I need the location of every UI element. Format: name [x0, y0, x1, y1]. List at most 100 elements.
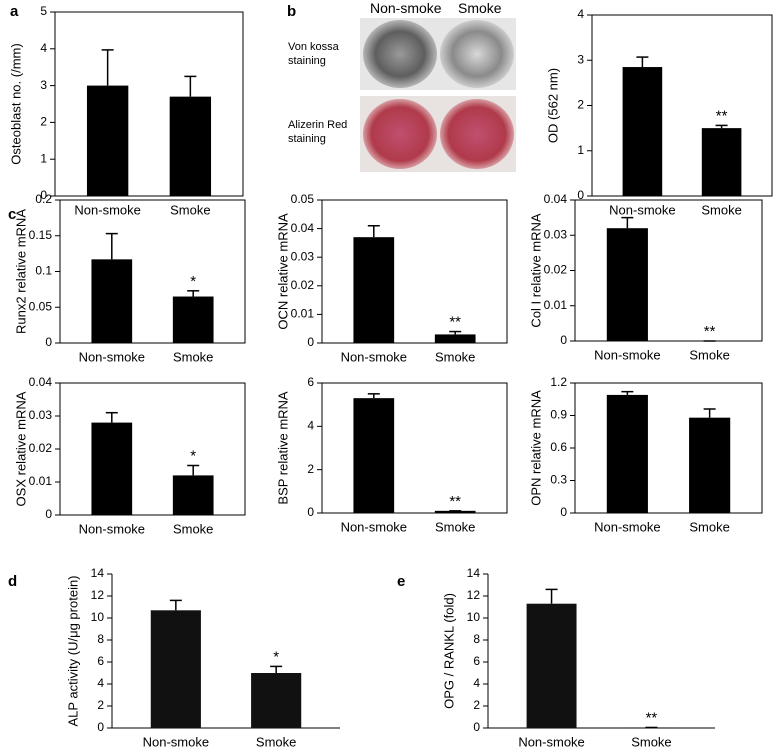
y-tick-label: 0 [45, 507, 52, 521]
plot-frame [591, 14, 773, 197]
panel-label: b [287, 3, 296, 20]
bar [353, 398, 395, 513]
y-tick-label: 3 [577, 52, 584, 66]
plot-frame [321, 382, 508, 514]
photo-row-label: Alizerin Red staining [288, 119, 348, 145]
panel-label: c [8, 206, 16, 223]
x-tick-label: Non-smoke [594, 519, 660, 534]
photo-column-label: Non-smoke [370, 0, 442, 16]
y-tick-label: 4 [473, 676, 480, 690]
plot-frame [321, 199, 508, 344]
y-tick-label: 0.3 [550, 473, 567, 487]
photo-column-label: Smoke [458, 0, 502, 16]
y-tick-label: 0.05 [291, 192, 315, 206]
bar [689, 417, 731, 513]
y-axis-label: Osteoblast no. (/mm) [8, 43, 23, 164]
y-tick-label: 1.2 [550, 375, 567, 389]
y-axis-label: OCN relative mRNA [275, 213, 290, 330]
y-tick-label: 0 [97, 720, 104, 734]
y-tick-label: 2 [40, 115, 47, 129]
y-tick-label: 12 [467, 588, 481, 602]
y-axis-label: Col I relative mRNA [528, 213, 543, 327]
y-axis-label: OSX relative mRNA [13, 391, 28, 506]
y-tick-label: 1 [40, 151, 47, 165]
bar [172, 475, 214, 515]
x-tick-label: Non-smoke [594, 347, 660, 362]
y-axis-label: OPN relative mRNA [528, 390, 543, 506]
plot-frame [574, 199, 763, 342]
y-axis-label: Runx2 relative mRNA [13, 209, 28, 334]
x-tick-label: Smoke [435, 519, 475, 534]
y-tick-label: 0.05 [29, 299, 53, 313]
plot-frame [59, 382, 246, 516]
y-tick-label: 0 [307, 505, 314, 519]
y-tick-label: 0 [560, 505, 567, 519]
y-tick-label: 0.02 [29, 441, 53, 455]
significance-label: ** [716, 107, 728, 124]
x-tick-label: Non-smoke [79, 521, 145, 536]
significance-label: ** [449, 314, 461, 331]
y-tick-label: 0.1 [35, 264, 52, 278]
bar [353, 237, 395, 343]
y-tick-label: 6 [473, 654, 480, 668]
bar [150, 610, 201, 728]
y-tick-label: 0.01 [291, 307, 315, 321]
bar [606, 228, 648, 341]
y-tick-label: 4 [40, 41, 47, 55]
y-tick-label: 0.03 [544, 227, 568, 241]
bar [701, 128, 742, 196]
y-tick-label: 6 [97, 654, 104, 668]
y-axis-label: OD (562 nm) [545, 68, 560, 143]
y-tick-label: 0.03 [29, 408, 53, 422]
photo-row-label: Von kossa staining [288, 41, 339, 67]
y-tick-label: 0 [40, 188, 47, 202]
x-tick-label: Smoke [689, 519, 729, 534]
y-tick-label: 4 [307, 419, 314, 433]
y-tick-label: 2 [97, 698, 104, 712]
y-tick-label: 0.03 [291, 249, 315, 263]
plot-frame [59, 199, 246, 344]
y-tick-label: 0 [473, 720, 480, 734]
y-tick-label: 5 [40, 4, 47, 18]
bar [169, 96, 212, 196]
x-tick-label: Smoke [170, 202, 210, 217]
x-tick-label: Smoke [689, 347, 729, 362]
bar [91, 259, 133, 343]
x-tick-label: Non-smoke [74, 202, 140, 217]
y-tick-label: 0.04 [29, 375, 53, 389]
y-tick-label: 4 [97, 676, 104, 690]
bar [91, 422, 133, 515]
bar [622, 67, 663, 196]
y-tick-label: 14 [467, 566, 481, 580]
x-tick-label: Non-smoke [143, 734, 209, 748]
x-tick-label: Smoke [173, 521, 213, 536]
y-tick-label: 0.01 [544, 298, 568, 312]
x-tick-label: Smoke [701, 202, 741, 217]
x-tick-label: Non-smoke [341, 349, 407, 364]
significance-label: * [190, 447, 196, 464]
y-tick-label: 0.04 [544, 192, 568, 206]
bar [606, 394, 648, 513]
y-tick-label: 0.9 [550, 408, 567, 422]
bar [172, 296, 214, 343]
y-tick-label: 2 [577, 98, 584, 112]
significance-label: * [273, 648, 279, 665]
y-tick-label: 10 [91, 610, 105, 624]
x-tick-label: Non-smoke [341, 519, 407, 534]
panel-label: e [397, 573, 405, 590]
y-axis-label: BSP relative mRNA [275, 391, 290, 505]
y-tick-label: 2 [473, 698, 480, 712]
x-tick-label: Smoke [435, 349, 475, 364]
bar [434, 334, 476, 343]
significance-label: ** [704, 323, 716, 340]
y-tick-label: 8 [473, 632, 480, 646]
bar [526, 603, 577, 728]
x-tick-label: Smoke [631, 734, 671, 748]
x-tick-label: Non-smoke [79, 349, 145, 364]
plot-frame [574, 382, 763, 514]
y-tick-label: 0.2 [35, 192, 52, 206]
y-tick-label: 0.02 [291, 278, 315, 292]
panel-label: d [8, 573, 17, 590]
